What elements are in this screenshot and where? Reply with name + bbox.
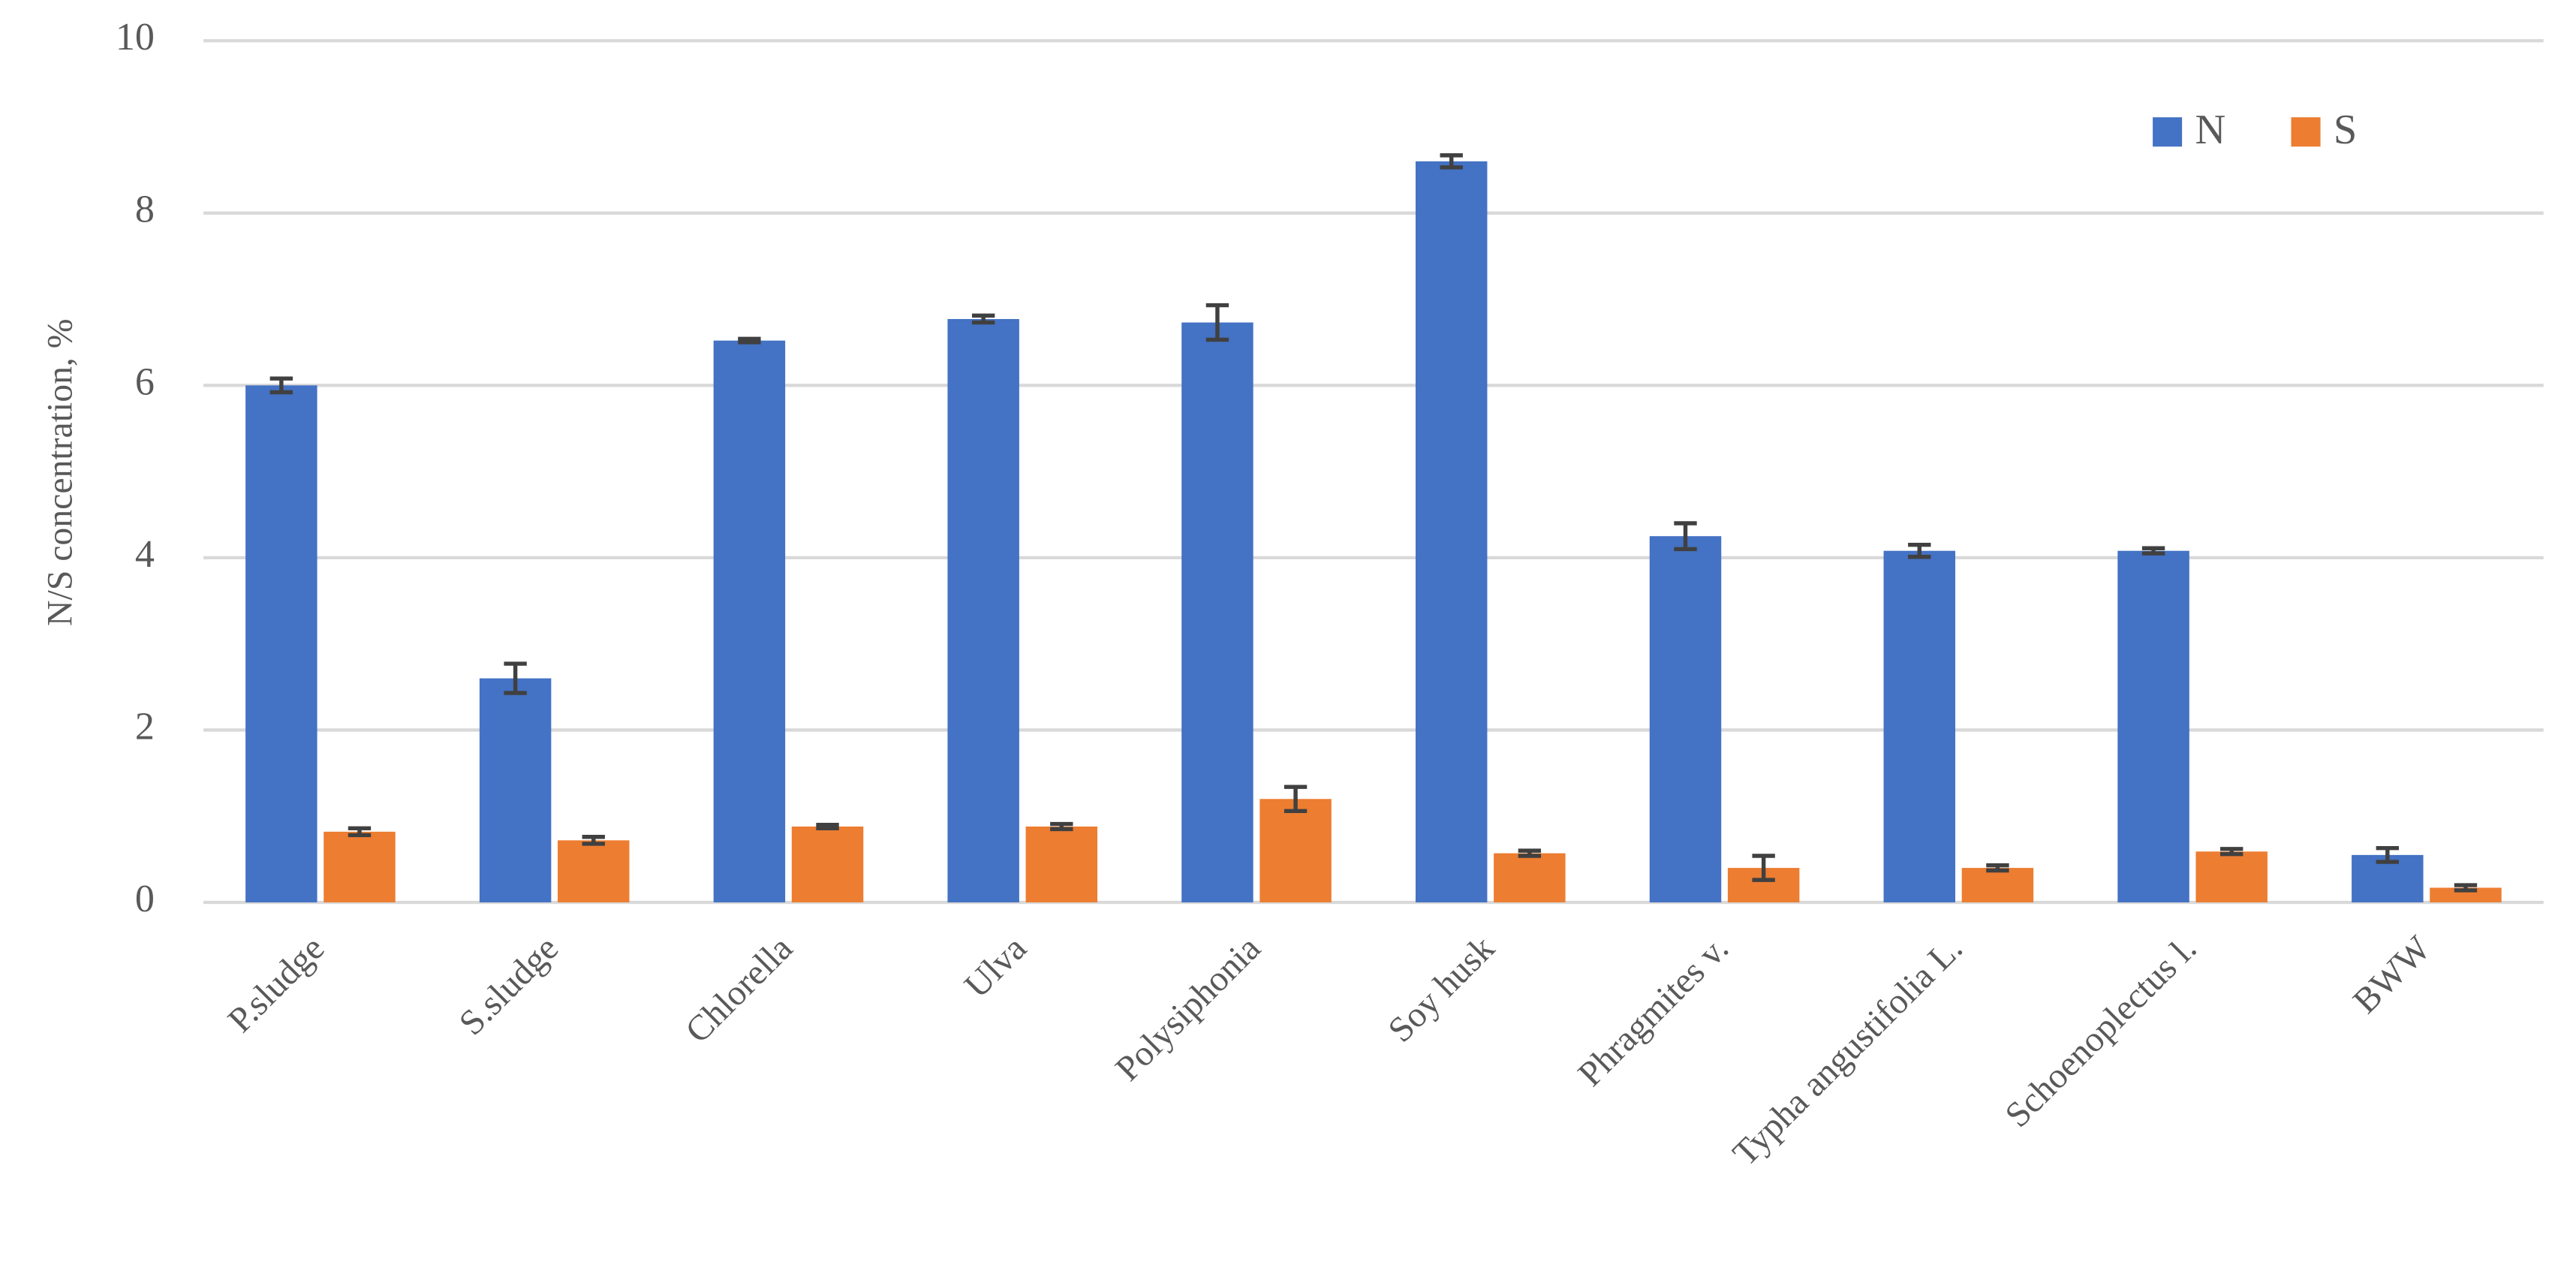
- bar: [791, 826, 864, 902]
- bar: [1961, 868, 2034, 902]
- x-tick-label: P.sludge: [220, 928, 332, 1040]
- error-bar: [1986, 863, 2009, 873]
- x-tick-label: Typha angustifolia L.: [1725, 928, 1970, 1173]
- y-tick-label: 2: [135, 705, 155, 748]
- error-bar: [1518, 848, 1542, 858]
- y-tick-label: 8: [135, 188, 155, 231]
- bar: [479, 678, 552, 902]
- y-tick-label: 0: [135, 878, 155, 920]
- error-bar: [582, 835, 605, 846]
- x-tick-label: Polysiphonia: [1108, 928, 1268, 1089]
- error-bar: [269, 376, 293, 395]
- legend-swatch: [2291, 117, 2321, 147]
- bar: [324, 831, 396, 902]
- error-bar: [1050, 821, 1073, 832]
- error-bar: [1205, 303, 1229, 342]
- y-axis-label: N/S concentration, %: [40, 318, 80, 625]
- x-tick-label: Soy husk: [1380, 928, 1502, 1050]
- error-bar: [971, 313, 995, 325]
- bar: [558, 840, 630, 902]
- bar: [713, 340, 786, 902]
- bar: [1649, 536, 1722, 902]
- x-tick-label: BWW: [2346, 928, 2439, 1021]
- y-tick-label: 10: [116, 16, 155, 59]
- error-bar: [348, 826, 372, 838]
- legend-swatch: [2153, 117, 2183, 147]
- error-bar: [816, 822, 839, 830]
- legend-label: N: [2195, 107, 2225, 153]
- bar: [2195, 851, 2268, 902]
- error-bar: [2220, 847, 2243, 857]
- bar: [245, 385, 317, 902]
- error-bar: [1908, 542, 1931, 559]
- bar: [1259, 799, 1332, 902]
- x-tick-label: Phragmites v.: [1570, 928, 1736, 1094]
- x-tick-label: Chlorella: [678, 928, 800, 1050]
- y-tick-label: 4: [135, 533, 155, 576]
- bar: [1883, 550, 1956, 902]
- bar: [2430, 887, 2502, 902]
- bar: [947, 318, 1019, 902]
- error-bar: [1440, 153, 1463, 170]
- error-bar: [1283, 785, 1308, 814]
- bar: [1025, 826, 1098, 902]
- x-tick-label: Schoenoplectus l.: [1997, 928, 2204, 1135]
- bar: [1181, 322, 1253, 902]
- error-bar: [2376, 845, 2400, 864]
- x-tick-label: S.sludge: [451, 928, 566, 1043]
- error-bar: [738, 336, 761, 345]
- bar: [1494, 853, 1566, 902]
- y-tick-label: 6: [135, 360, 155, 403]
- bar: [1415, 161, 1488, 902]
- error-bar: [1752, 854, 1775, 882]
- error-bar: [2454, 883, 2478, 893]
- bar: [2117, 550, 2189, 902]
- error-bar: [1674, 521, 1697, 552]
- error-bar: [504, 661, 527, 695]
- legend-label: S: [2334, 107, 2357, 153]
- error-bar: [2141, 546, 2165, 556]
- x-tick-label: Ulva: [957, 928, 1034, 1005]
